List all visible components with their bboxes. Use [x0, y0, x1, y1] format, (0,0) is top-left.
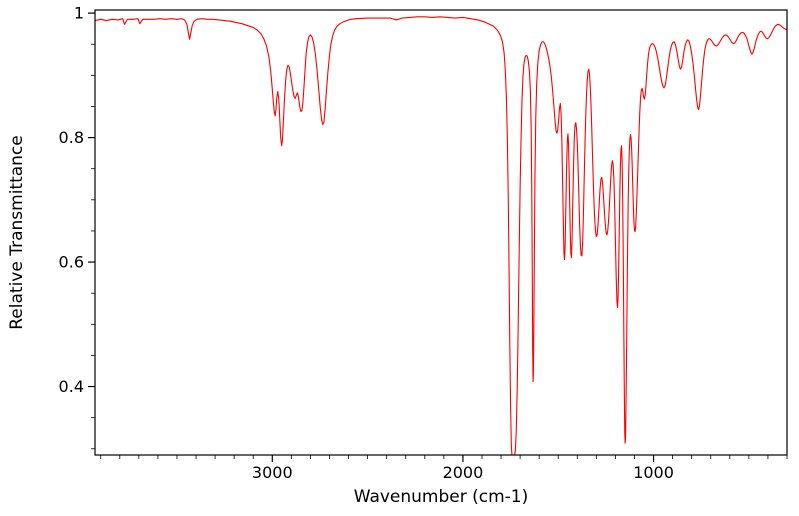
y-tick-label: 1 [74, 4, 84, 23]
spectrum-line [95, 16, 787, 455]
plot-border [94, 9, 788, 456]
plot-area [95, 16, 787, 455]
x-tick-label: 2000 [443, 463, 484, 482]
x-tick-label: 1000 [633, 463, 674, 482]
x-axis-label: Wavenumber (cm-1) [354, 487, 529, 507]
y-tick-label: 0.4 [59, 377, 84, 396]
x-tick-label: 3000 [252, 463, 293, 482]
y-tick-label: 0.6 [59, 253, 84, 272]
y-axis-label: Relative Transmittance [7, 135, 27, 330]
y-tick-label: 0.8 [59, 128, 84, 147]
axis-ticks: 3000 2000 1000 0.4 0.6 0.8 1 [59, 4, 788, 482]
